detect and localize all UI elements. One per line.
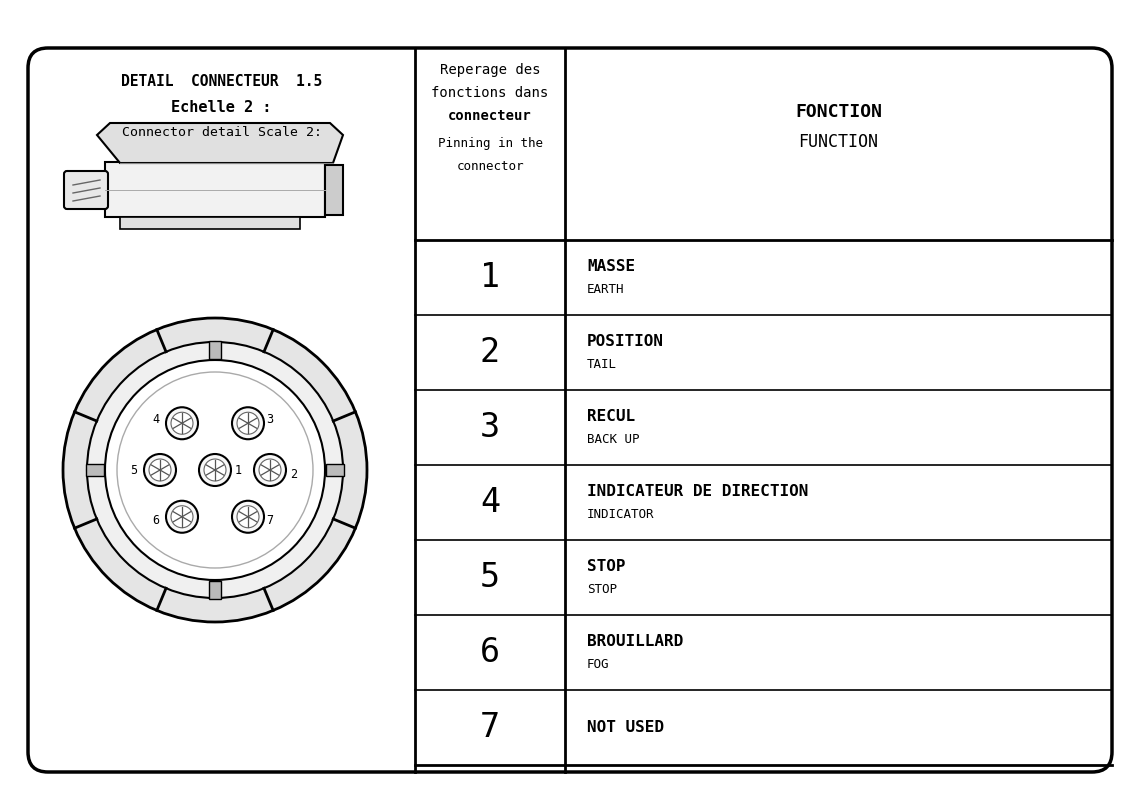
- Circle shape: [171, 506, 193, 528]
- FancyBboxPatch shape: [28, 48, 1112, 772]
- Text: INDICATOR: INDICATOR: [587, 508, 654, 521]
- Text: BACK UP: BACK UP: [587, 433, 640, 446]
- Text: TAIL: TAIL: [587, 358, 617, 371]
- Circle shape: [105, 360, 325, 580]
- Circle shape: [166, 501, 198, 533]
- Text: STOP: STOP: [587, 559, 626, 574]
- Circle shape: [117, 372, 314, 568]
- Circle shape: [200, 454, 231, 486]
- Text: Reperage des: Reperage des: [440, 63, 540, 77]
- Text: 7: 7: [266, 514, 274, 527]
- Text: INDICATEUR DE DIRECTION: INDICATEUR DE DIRECTION: [587, 484, 808, 499]
- Text: 3: 3: [266, 413, 274, 426]
- Circle shape: [166, 407, 198, 439]
- Polygon shape: [326, 464, 344, 476]
- Text: 5: 5: [130, 463, 137, 477]
- Text: NOT USED: NOT USED: [587, 720, 663, 735]
- Polygon shape: [97, 123, 343, 163]
- Text: 1: 1: [235, 463, 242, 477]
- Text: 6: 6: [480, 636, 500, 669]
- Text: POSITION: POSITION: [587, 334, 663, 349]
- Circle shape: [237, 506, 259, 528]
- Text: 2: 2: [480, 336, 500, 369]
- Text: RECUL: RECUL: [587, 409, 635, 424]
- Circle shape: [204, 459, 226, 481]
- Text: FUNCTION: FUNCTION: [798, 133, 879, 151]
- Text: EARTH: EARTH: [587, 283, 625, 296]
- Text: STOP: STOP: [587, 583, 617, 596]
- Text: 6: 6: [152, 514, 160, 527]
- Polygon shape: [86, 464, 104, 476]
- Text: 5: 5: [480, 561, 500, 594]
- Text: 1: 1: [480, 261, 500, 294]
- Circle shape: [259, 459, 280, 481]
- Text: 2: 2: [290, 467, 298, 481]
- Text: 3: 3: [480, 411, 500, 444]
- Text: MASSE: MASSE: [587, 259, 635, 274]
- FancyBboxPatch shape: [64, 171, 108, 209]
- Circle shape: [171, 412, 193, 434]
- Text: connector: connector: [456, 159, 523, 173]
- Circle shape: [149, 459, 171, 481]
- FancyBboxPatch shape: [325, 165, 343, 215]
- Circle shape: [254, 454, 286, 486]
- Text: Pinning in the: Pinning in the: [438, 137, 543, 150]
- Text: BROUILLARD: BROUILLARD: [587, 634, 683, 649]
- Text: Echelle 2 :: Echelle 2 :: [171, 99, 271, 114]
- Circle shape: [63, 318, 367, 622]
- Text: FOG: FOG: [587, 658, 610, 671]
- Text: 7: 7: [480, 711, 500, 744]
- Text: 4: 4: [152, 413, 160, 426]
- Circle shape: [233, 407, 264, 439]
- Text: FONCTION: FONCTION: [795, 103, 882, 121]
- Text: connecteur: connecteur: [448, 109, 532, 123]
- Polygon shape: [209, 341, 221, 359]
- Polygon shape: [209, 581, 221, 599]
- Text: Connector detail Scale 2:: Connector detail Scale 2:: [122, 126, 321, 138]
- Circle shape: [144, 454, 176, 486]
- FancyBboxPatch shape: [120, 217, 300, 229]
- Text: fonctions dans: fonctions dans: [431, 86, 548, 100]
- Text: 4: 4: [480, 486, 500, 519]
- Circle shape: [233, 501, 264, 533]
- FancyBboxPatch shape: [105, 162, 325, 217]
- Circle shape: [87, 342, 343, 598]
- Circle shape: [237, 412, 259, 434]
- Text: DETAIL  CONNECTEUR  1.5: DETAIL CONNECTEUR 1.5: [121, 74, 323, 90]
